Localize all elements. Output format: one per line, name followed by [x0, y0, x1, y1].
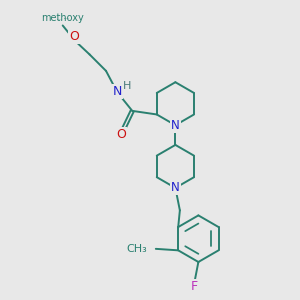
Text: O—CH₃: O—CH₃ [57, 19, 62, 20]
Text: O: O [69, 30, 79, 43]
Text: N: N [171, 182, 180, 194]
Text: methoxy: methoxy [57, 19, 64, 20]
Text: methoxy: methoxy [62, 18, 68, 20]
Text: methoxy: methoxy [64, 18, 70, 19]
Text: H: H [123, 81, 131, 91]
Text: methoxy: methoxy [58, 19, 64, 20]
Text: CH₃: CH₃ [127, 244, 147, 254]
Text: methoxy: methoxy [41, 13, 84, 23]
Text: N: N [113, 85, 122, 98]
Text: O: O [117, 128, 127, 141]
Text: N: N [171, 119, 180, 132]
Text: F: F [191, 280, 198, 293]
